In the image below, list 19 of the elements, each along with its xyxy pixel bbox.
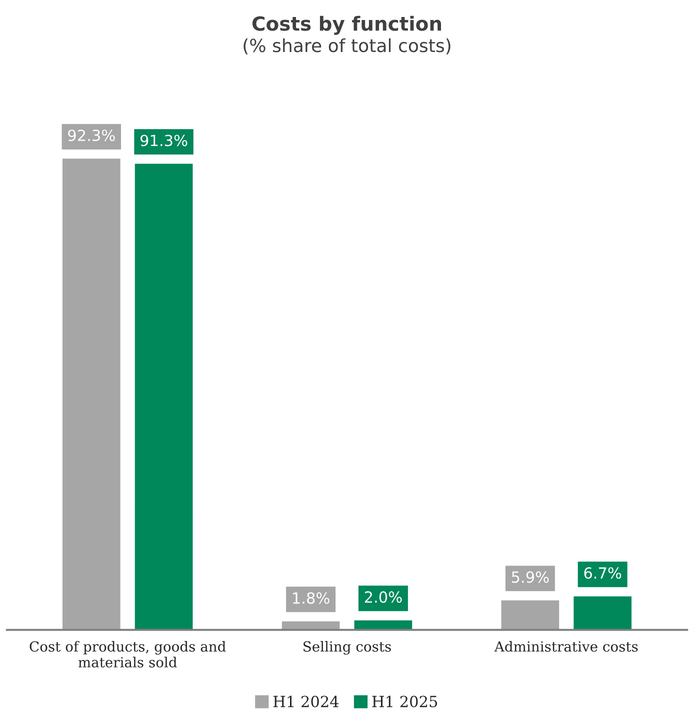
bar bbox=[500, 599, 561, 630]
x-tick-label: Administrative costs bbox=[494, 640, 638, 652]
bar bbox=[352, 618, 414, 630]
bar bbox=[61, 157, 122, 630]
legend-label: H1 2025 bbox=[372, 696, 438, 708]
bar bbox=[280, 620, 342, 630]
chart-subtitle: (% share of total costs) bbox=[244, 38, 450, 54]
bar bbox=[133, 162, 194, 630]
data-label: 92.3% bbox=[68, 130, 115, 142]
data-label: 1.8% bbox=[293, 592, 330, 604]
legend-label: H1 2024 bbox=[273, 696, 339, 708]
chart-title: Costs by function bbox=[252, 16, 441, 35]
data-label: 91.3% bbox=[140, 134, 188, 146]
x-tick-label: Selling costs bbox=[304, 640, 391, 655]
data-label: 5.9% bbox=[512, 571, 549, 583]
data-label: 6.7% bbox=[584, 567, 622, 579]
data-label: 2.0% bbox=[364, 591, 402, 603]
bar bbox=[572, 594, 633, 630]
x-tick-label: Cost of products, goods and materials sold bbox=[30, 640, 226, 668]
